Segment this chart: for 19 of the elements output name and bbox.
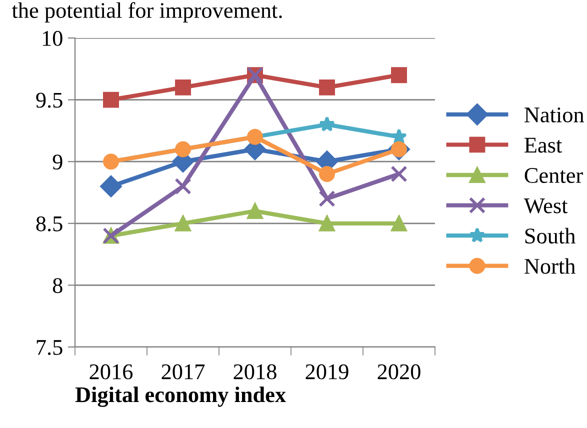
legend-label: South <box>525 228 576 244</box>
y-tick-label: 8 <box>52 278 62 294</box>
y-tick-label: 9 <box>52 154 62 170</box>
text: the potential for improvement. <box>12 2 282 23</box>
legend-label: East <box>524 138 562 153</box>
y-tick-label: 9.5 <box>36 92 62 108</box>
legend-label: West <box>524 198 568 214</box>
y-tick-label: 7.5 <box>36 340 62 356</box>
x-tick-label: 2019 <box>306 364 348 380</box>
x-tick-label: 2020 <box>378 364 420 380</box>
x-axis-title: Digital economy index <box>75 386 286 407</box>
x-tick-label: 2017 <box>162 364 205 380</box>
legend-label: North <box>524 258 576 274</box>
y-tick-label: 10 <box>42 30 62 46</box>
legend-label: Nation <box>524 107 584 122</box>
y-tick-label: 8.5 <box>36 216 62 232</box>
x-tick-label: 2018 <box>234 364 276 380</box>
x-tick-label: 2016 <box>90 364 133 380</box>
legend-label: Center <box>524 168 583 183</box>
